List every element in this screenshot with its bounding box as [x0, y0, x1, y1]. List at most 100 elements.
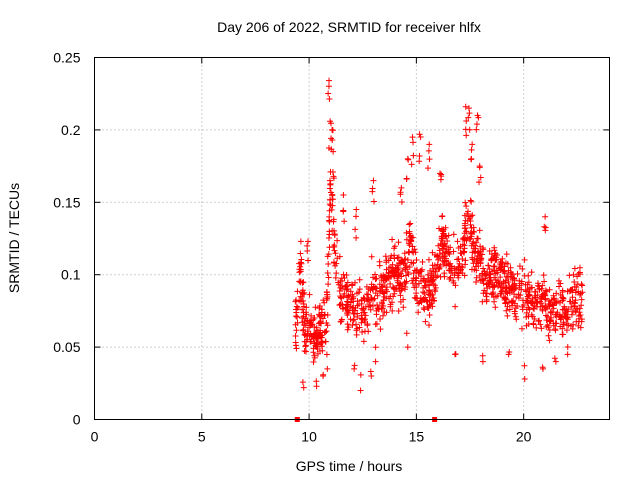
data-point [344, 298, 351, 305]
data-point [311, 352, 318, 359]
data-point [535, 318, 542, 325]
data-point [511, 274, 518, 281]
data-point [448, 263, 455, 270]
data-point [416, 158, 423, 165]
data-point [299, 379, 306, 386]
data-point [575, 270, 582, 277]
data-point [316, 347, 323, 354]
data-point [316, 303, 323, 310]
data-point [427, 267, 434, 274]
data-point [506, 306, 513, 313]
data-point [340, 208, 347, 215]
data-point [455, 274, 462, 281]
data-point [326, 228, 333, 235]
data-point [325, 261, 332, 268]
data-point [326, 196, 333, 203]
data-point [468, 198, 475, 205]
data-point [492, 304, 499, 311]
data-point [452, 351, 459, 358]
data-point [338, 316, 345, 323]
data-point [398, 184, 405, 191]
data-point [571, 265, 578, 272]
data-point [387, 280, 394, 287]
data-point [385, 272, 392, 279]
data-point [424, 271, 431, 278]
data-point [492, 276, 499, 283]
data-point [370, 283, 377, 290]
data-point [324, 312, 331, 319]
data-point [321, 311, 328, 318]
data-point [504, 260, 511, 267]
data-point [299, 290, 306, 297]
data-point [426, 312, 433, 319]
data-point [502, 294, 509, 301]
data-point [511, 291, 518, 298]
x-tick-label: 15 [409, 429, 425, 445]
data-point [317, 331, 324, 338]
data-point [461, 249, 468, 256]
data-point [476, 227, 483, 234]
data-point [548, 314, 555, 321]
data-point [432, 251, 439, 258]
data-point [376, 288, 383, 295]
data-point [441, 253, 448, 260]
data-point [574, 281, 581, 288]
data-point [401, 279, 408, 286]
data-point [323, 351, 330, 358]
data-point [369, 185, 376, 192]
data-point [372, 344, 379, 351]
data-point [419, 266, 426, 273]
data-point [300, 291, 307, 298]
data-point [402, 272, 409, 279]
data-point [302, 348, 309, 355]
data-point [328, 120, 334, 127]
data-point [331, 247, 338, 254]
data-point [507, 269, 514, 276]
data-point [299, 279, 306, 286]
data-point [531, 315, 538, 322]
data-point [455, 245, 462, 252]
data-point [479, 352, 486, 359]
data-point [476, 164, 483, 171]
data-point [311, 323, 318, 330]
data-point [336, 253, 343, 260]
data-point [331, 231, 338, 238]
data-point [368, 373, 375, 380]
data-point [426, 322, 433, 329]
data-point [432, 288, 439, 295]
data-point [523, 297, 530, 304]
data-point [425, 147, 432, 154]
data-point [364, 322, 371, 329]
data-point [389, 236, 396, 243]
data-point [381, 293, 388, 300]
data-point [502, 300, 509, 307]
data-point [344, 279, 351, 286]
data-point [416, 152, 423, 159]
data-point [304, 247, 311, 254]
data-point [536, 286, 543, 293]
data-point [452, 282, 459, 289]
data-point [353, 234, 360, 241]
data-point [516, 284, 523, 291]
data-point [436, 264, 443, 271]
data-point [472, 263, 479, 270]
data-point [310, 316, 317, 323]
data-point [546, 317, 553, 324]
data-point [456, 260, 463, 267]
data-point [323, 319, 330, 326]
data-point [572, 300, 579, 307]
data-point [373, 307, 380, 314]
data-point [542, 213, 549, 220]
data-point [320, 297, 327, 304]
data-point [337, 301, 344, 308]
data-point [386, 295, 393, 302]
data-point [323, 289, 330, 296]
grid-lines [94, 57, 610, 420]
data-point [435, 256, 442, 263]
data-point [559, 331, 566, 338]
data-point [311, 332, 318, 339]
data-point [383, 309, 390, 316]
data-point [420, 284, 427, 291]
data-point [359, 329, 366, 336]
data-point [557, 323, 564, 330]
